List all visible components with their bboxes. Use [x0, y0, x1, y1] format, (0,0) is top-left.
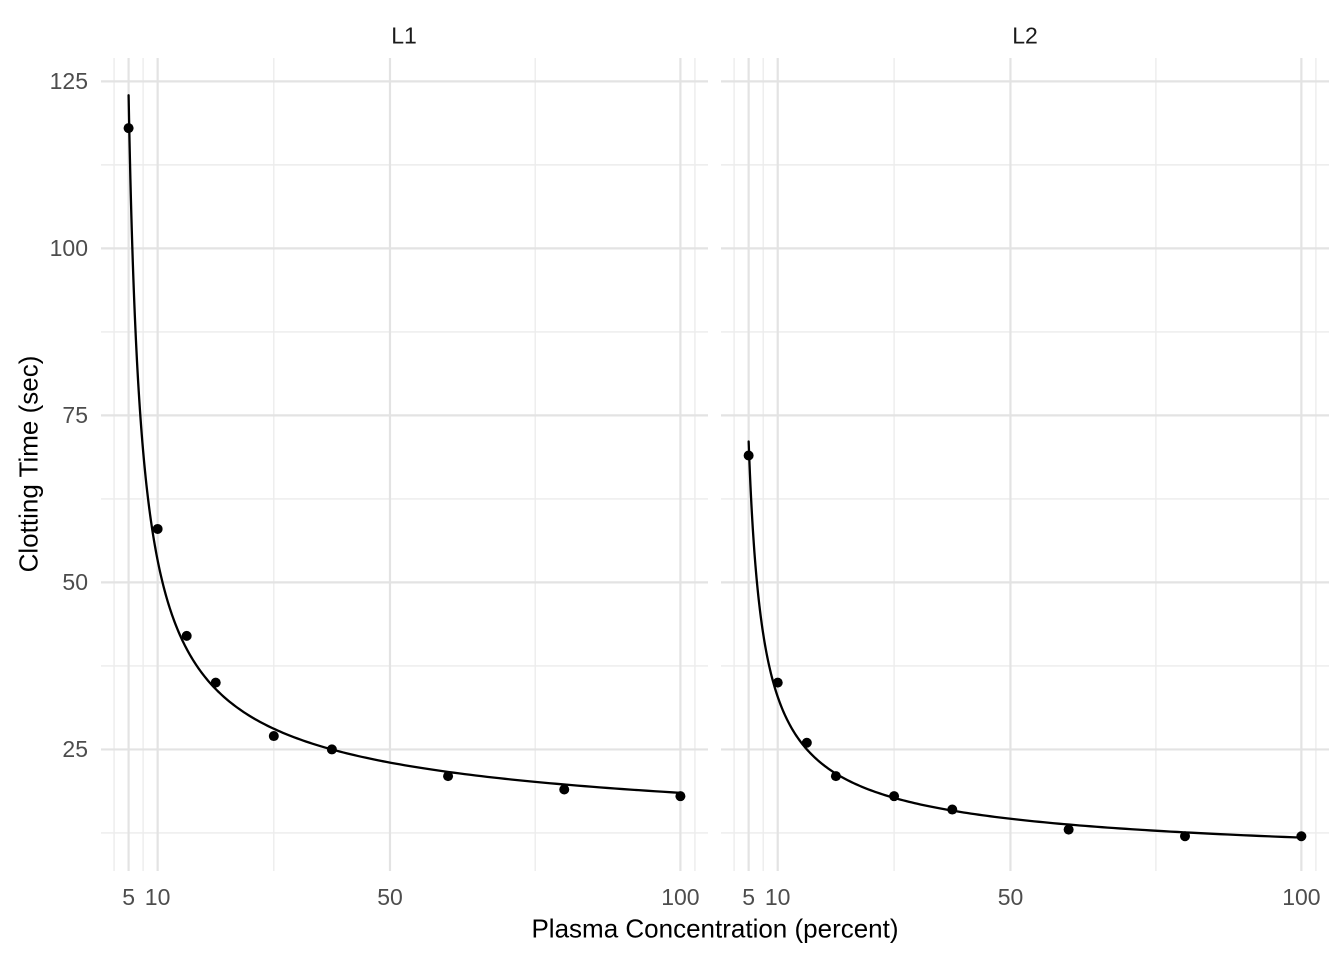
y-tick-label-25: 25	[62, 736, 88, 763]
data-point	[1296, 831, 1307, 842]
x-tick-label-l2-100: 100	[1282, 884, 1321, 910]
data-point	[801, 737, 812, 748]
data-point	[947, 804, 958, 815]
facet-strip-label-l2: L2	[1012, 22, 1038, 49]
x-tick-label-l2-5: 5	[742, 884, 755, 910]
y-tick-label-100: 100	[49, 235, 88, 262]
fit-curve-l1	[127, 94, 682, 794]
x-tick-label-l1-100: 100	[661, 884, 700, 910]
x-tick-label-l1-5: 5	[122, 884, 135, 910]
x-tick-label-l2-50: 50	[997, 884, 1024, 910]
data-point	[210, 677, 221, 688]
data-point	[830, 771, 841, 782]
data-point	[326, 744, 337, 755]
data-point	[1180, 831, 1190, 842]
data-point	[889, 791, 900, 802]
data-point	[181, 630, 192, 641]
data-point	[152, 523, 163, 534]
data-point	[123, 123, 134, 134]
data-point	[559, 784, 570, 795]
y-tick-label-50: 50	[62, 569, 88, 596]
x-tick-label-l1-50: 50	[377, 884, 403, 910]
data-point	[743, 450, 754, 461]
x-tick-label-l2-10: 10	[764, 884, 791, 910]
x-axis-title: Plasma Concentration (percent)	[531, 913, 899, 944]
data-point	[268, 731, 279, 742]
x-tick-label-l1-10: 10	[144, 884, 171, 910]
data-point	[772, 677, 783, 688]
y-tick-label-75: 75	[62, 402, 88, 429]
data-point	[675, 791, 686, 802]
y-axis-title: Clotting Time (sec)	[13, 355, 44, 573]
data-point	[443, 771, 454, 782]
y-tick-label-125: 125	[49, 68, 88, 95]
facet-strip-label-l1: L1	[391, 22, 417, 49]
data-point	[1063, 824, 1074, 835]
fit-curve-l2	[747, 440, 1303, 839]
